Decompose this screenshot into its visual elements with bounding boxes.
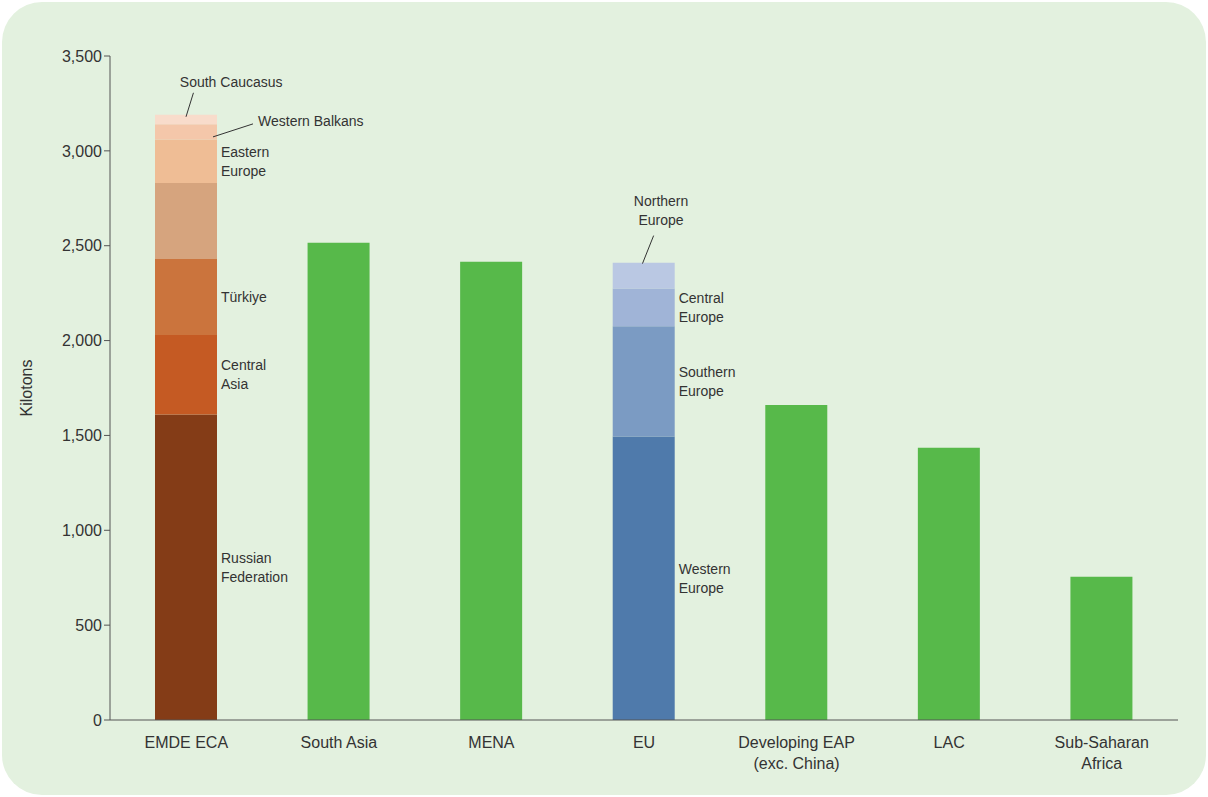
svg-text:Southern: Southern (679, 364, 736, 380)
svg-text:South Asia: South Asia (301, 734, 378, 751)
svg-text:Kilotons: Kilotons (18, 360, 35, 417)
svg-text:Developing EAP: Developing EAP (738, 734, 855, 751)
svg-text:Eastern: Eastern (221, 144, 269, 160)
svg-text:Federation: Federation (221, 569, 288, 585)
svg-text:Europe: Europe (679, 580, 724, 596)
svg-text:EU: EU (633, 734, 655, 751)
svg-text:Europe: Europe (679, 383, 724, 399)
svg-text:Türkiye: Türkiye (221, 289, 267, 305)
svg-text:2,000: 2,000 (62, 332, 102, 349)
svg-text:Europe: Europe (221, 163, 266, 179)
svg-text:South Caucasus: South Caucasus (180, 74, 283, 90)
svg-text:Western: Western (679, 561, 731, 577)
svg-text:Western Balkans: Western Balkans (258, 113, 364, 129)
svg-text:Asia: Asia (221, 376, 248, 392)
svg-text:EMDE ECA: EMDE ECA (144, 734, 228, 751)
svg-text:0: 0 (93, 712, 102, 729)
svg-text:1,000: 1,000 (62, 522, 102, 539)
svg-text:Europe: Europe (638, 212, 683, 228)
svg-text:3,000: 3,000 (62, 143, 102, 160)
svg-text:Russian: Russian (221, 550, 272, 566)
svg-text:3,500: 3,500 (62, 48, 102, 65)
svg-text:1,500: 1,500 (62, 427, 102, 444)
svg-text:500: 500 (75, 617, 102, 634)
svg-text:LAC: LAC (934, 734, 965, 751)
svg-text:Central: Central (221, 357, 266, 373)
svg-text:Africa: Africa (1081, 755, 1122, 772)
svg-text:Central: Central (679, 290, 724, 306)
svg-text:Europe: Europe (679, 309, 724, 325)
svg-text:Sub-Saharan: Sub-Saharan (1055, 734, 1149, 751)
svg-text:(exc. China): (exc. China) (753, 755, 839, 772)
svg-text:MENA: MENA (468, 734, 515, 751)
svg-text:2,500: 2,500 (62, 237, 102, 254)
svg-text:Northern: Northern (634, 193, 688, 209)
